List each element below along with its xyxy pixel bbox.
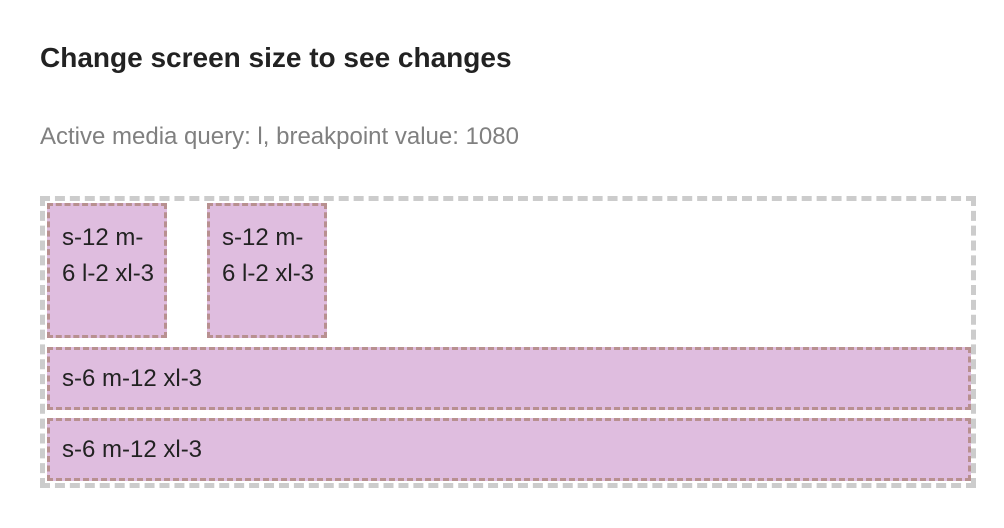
page-title: Change screen size to see changes xyxy=(40,42,512,73)
grid-cell: s-6 m-12 xl-3 xyxy=(47,418,971,481)
grid-cell: s-12 m-6 l-2 xl-3 xyxy=(207,203,327,338)
grid-cell: s-12 m-6 l-2 xl-3 xyxy=(47,203,167,338)
grid-cell: s-6 m-12 xl-3 xyxy=(47,347,971,410)
grid-container: s-12 m-6 l-2 xl-3 s-12 m-6 l-2 xl-3 s-6 … xyxy=(40,196,976,488)
media-query-status: Active media query: l, breakpoint value:… xyxy=(40,123,519,150)
